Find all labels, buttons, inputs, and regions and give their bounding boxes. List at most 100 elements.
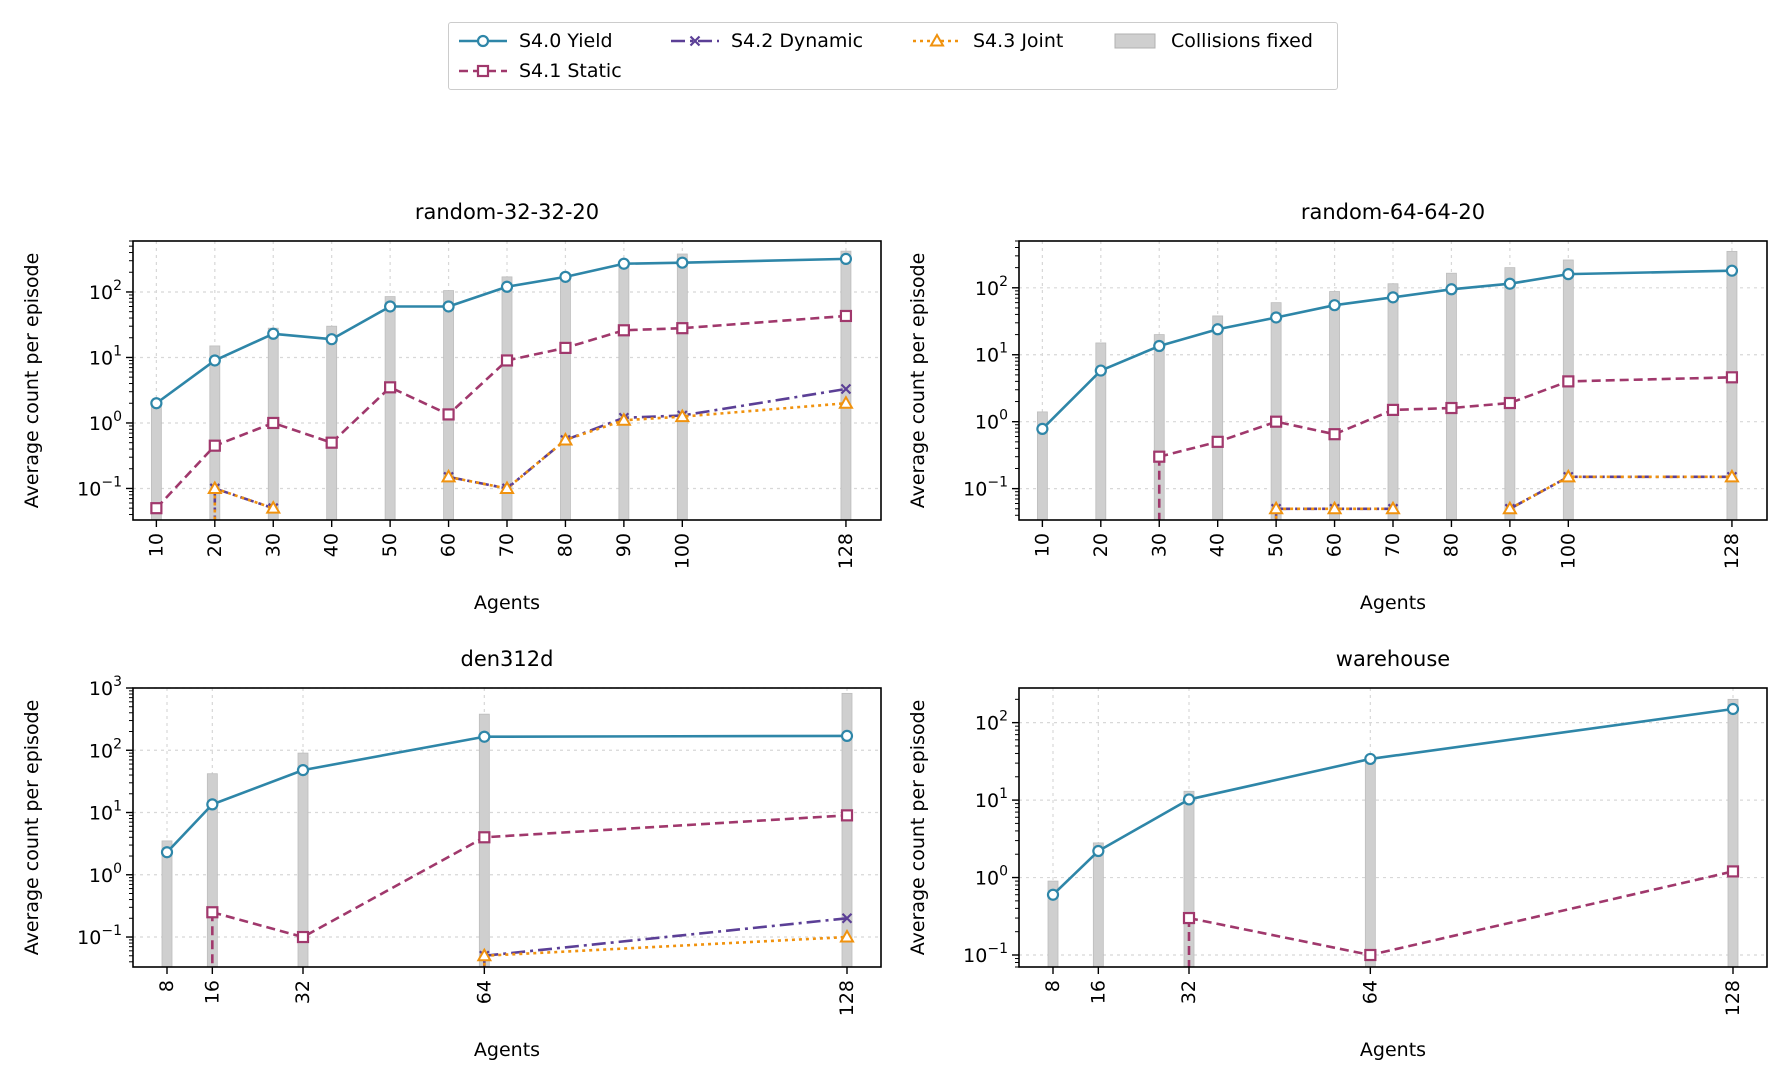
x-tick-label: 70 xyxy=(1382,533,1404,557)
collisions-fixed-bar xyxy=(1727,698,1739,967)
data-point-joint xyxy=(557,431,574,446)
plot-area xyxy=(150,250,852,520)
collisions-fixed-bar xyxy=(676,253,688,520)
data-point-joint xyxy=(1385,500,1401,515)
data-point-yield xyxy=(384,300,397,313)
legend-swatch-joint xyxy=(913,32,961,47)
y-tick-label: 10−1 xyxy=(963,941,1008,967)
y-tick-label: 101 xyxy=(89,343,122,369)
y-tick-label: 101 xyxy=(975,341,1008,367)
legend-entry-yield: S4.0 Yield xyxy=(457,28,613,54)
collisions-fixed-bar xyxy=(1504,267,1516,520)
collisions-fixed-bar xyxy=(384,296,396,520)
legend-marker-dynamic xyxy=(689,35,701,47)
x-tick-label: 64 xyxy=(473,980,495,1004)
x-tick-label: 90 xyxy=(613,533,635,557)
series-line-yield xyxy=(1052,707,1734,896)
data-point-static xyxy=(1445,401,1458,415)
x-tick-label: 128 xyxy=(835,533,857,569)
data-point-joint xyxy=(499,480,515,494)
x-tick-label: 128 xyxy=(1722,980,1744,1016)
x-tick-label: 16 xyxy=(1087,980,1109,1004)
data-point-yield xyxy=(1503,277,1516,290)
data-point-yield xyxy=(150,397,163,410)
data-point-static xyxy=(478,831,491,844)
x-tick-label: 50 xyxy=(379,533,401,557)
y-tick-label: 103 xyxy=(89,674,122,700)
legend-label: Collisions fixed xyxy=(1171,30,1313,52)
data-point-static xyxy=(296,930,310,944)
legend-marker-static xyxy=(476,64,490,78)
y-tick-label: 100 xyxy=(89,409,122,435)
y-tick-label: 100 xyxy=(975,408,1008,434)
legend: S4.0 Yield S4.2 Dynamic S4.3 Joint Collisio… xyxy=(448,22,1338,90)
data-point-joint xyxy=(1502,500,1518,515)
y-tick-label: 101 xyxy=(89,799,122,825)
collisions-fixed-bar xyxy=(840,250,852,520)
x-tick-label: 32 xyxy=(292,980,314,1004)
data-point-yield xyxy=(1328,299,1341,312)
y-axis-label: Average count per episode xyxy=(21,253,43,509)
x-axis-label: Agents xyxy=(1360,1039,1426,1061)
y-tick-label: 100 xyxy=(975,864,1008,890)
x-tick-label: 16 xyxy=(201,980,223,1004)
plot-area xyxy=(1036,250,1738,520)
y-tick-label: 10−1 xyxy=(77,474,122,500)
data-point-static xyxy=(1211,435,1224,448)
data-point-static xyxy=(1182,911,1196,925)
x-tick-label: 64 xyxy=(1359,980,1381,1004)
data-point-yield xyxy=(1726,702,1740,716)
series-line-dynamic xyxy=(1509,475,1732,510)
data-point-joint xyxy=(1268,500,1284,515)
series-line-joint xyxy=(1509,475,1732,510)
data-point-yield xyxy=(1270,311,1283,324)
data-point-joint xyxy=(1326,500,1343,515)
data-point-static xyxy=(559,341,572,354)
legend-swatch-static xyxy=(459,64,507,78)
data-point-static xyxy=(617,324,630,337)
collisions-fixed-bar xyxy=(1183,790,1195,967)
collisions-fixed-bar xyxy=(1726,250,1738,520)
collisions-fixed-bar xyxy=(1446,272,1457,520)
y-axis-label: Average count per episode xyxy=(21,700,43,956)
data-point-joint xyxy=(476,947,493,962)
collisions-fixed-bar xyxy=(1092,842,1104,967)
data-point-yield xyxy=(1725,264,1739,277)
data-point-joint xyxy=(616,412,632,426)
collisions-fixed-bar xyxy=(209,345,221,520)
y-axis-label: Average count per episode xyxy=(907,700,929,956)
collisions-fixed-bar xyxy=(443,290,454,520)
data-point-yield xyxy=(839,252,853,265)
collisions-fixed-bar xyxy=(1212,315,1224,520)
subplot-1: 10 20 30 40 50 60 70 80 90 100 128 10−1 100 101 102 ran… xyxy=(21,200,882,614)
data-point-yield xyxy=(840,729,854,743)
collisions-fixed-bar xyxy=(1036,411,1048,520)
legend-entry-collisions: Collisions fixed xyxy=(1109,28,1313,54)
x-tick-label: 40 xyxy=(1207,533,1229,557)
x-tick-label: 30 xyxy=(262,533,284,557)
subplot-title: random-32-32-20 xyxy=(415,200,599,224)
collisions-fixed-bar xyxy=(1095,342,1107,520)
data-point-joint xyxy=(1724,468,1740,483)
data-point-static xyxy=(267,416,280,430)
data-point-yield xyxy=(1046,888,1060,901)
collisions-fixed-bar xyxy=(1329,291,1340,520)
data-point-static xyxy=(676,322,689,335)
legend-entry-joint: S4.3 Joint xyxy=(911,28,1063,54)
x-tick-label: 10 xyxy=(1031,533,1053,557)
subplot-3: 8 16 32 64 128 10−1 100 101 102 103 den312d Agents A… xyxy=(21,647,882,1061)
series-line-static xyxy=(1158,376,1732,458)
series-line-dynamic xyxy=(484,916,848,958)
subplot-title: warehouse xyxy=(1336,647,1450,671)
legend-label: S4.0 Yield xyxy=(519,30,613,52)
subplot-title: random-64-64-20 xyxy=(1301,200,1485,224)
series-line-joint xyxy=(214,487,274,510)
data-point-static xyxy=(384,381,397,394)
legend-label: S4.2 Dynamic xyxy=(731,30,864,52)
legend-swatch-yield xyxy=(459,34,507,48)
legend-marker-yield xyxy=(476,34,490,48)
data-point-dynamic xyxy=(840,383,852,395)
legend-swatch-dynamic xyxy=(671,35,719,47)
data-point-joint xyxy=(1560,468,1577,483)
plot-area xyxy=(161,692,853,967)
